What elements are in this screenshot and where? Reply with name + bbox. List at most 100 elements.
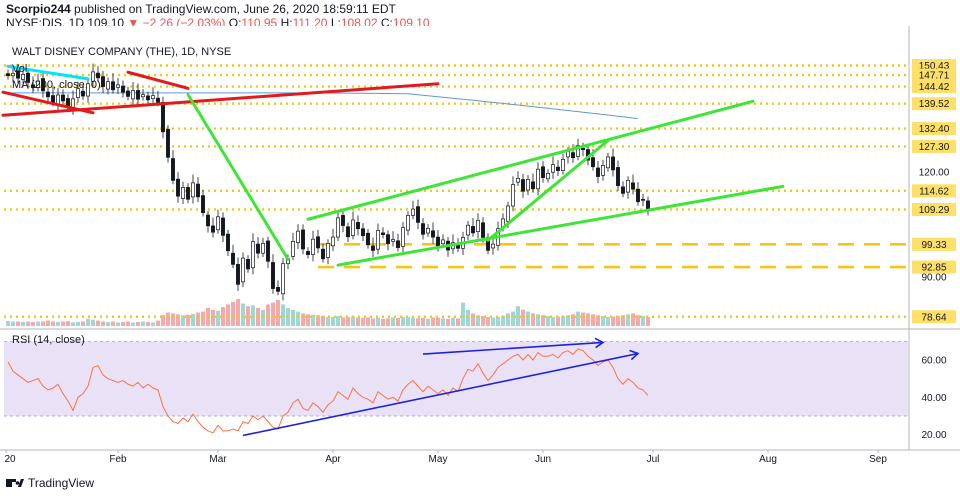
volume-bar [406, 317, 410, 326]
candle-body [381, 232, 385, 235]
time-axis-label: Jul [647, 454, 660, 465]
price-axis-label: 127.30 [919, 142, 950, 153]
candle-body [91, 71, 95, 82]
volume-bar [586, 313, 590, 326]
volume-bar [81, 321, 85, 326]
volume-bar [356, 317, 360, 326]
candle-body [146, 95, 150, 101]
volume-bar [236, 299, 240, 326]
volume-bar [556, 316, 560, 326]
candle-body [101, 76, 105, 87]
green-channel-top [306, 99, 755, 221]
volume-bar [491, 317, 495, 326]
price-axis-label: 147.71 [919, 71, 950, 82]
volume-bar [221, 307, 225, 326]
tradingview-logo[interactable]: TradingView [6, 476, 94, 490]
candle-body [321, 248, 325, 260]
candle-body [366, 232, 370, 246]
volume-bar [646, 317, 650, 326]
candle-body [361, 228, 365, 237]
candle-body [61, 94, 65, 102]
candle-body [166, 128, 170, 158]
tradingview-brand: TradingView [28, 476, 95, 490]
volume-bar [191, 313, 195, 326]
rsi-trend-arrow-short-head [594, 337, 605, 349]
candle-body [131, 90, 135, 100]
candle-body [441, 239, 445, 245]
volume-bar [251, 305, 255, 326]
candle-body [181, 187, 185, 199]
volume-bar [526, 311, 530, 326]
candle-body [336, 217, 340, 238]
candle-body [36, 80, 40, 89]
candle-body [201, 195, 205, 213]
volume-bar [471, 313, 475, 326]
candle-body [261, 243, 265, 254]
author-name[interactable]: Scorpio244 [6, 2, 71, 16]
change-arrow-icon: ▼ [127, 16, 140, 30]
volume-bar [131, 322, 135, 326]
volume-bar [606, 317, 610, 326]
volume-bar [436, 317, 440, 326]
volume-bar [611, 316, 615, 326]
low-label: L: [330, 16, 341, 30]
volume-bar [521, 309, 525, 326]
volume-bar [71, 322, 75, 326]
candle-body [191, 182, 195, 198]
candle-body [31, 84, 35, 88]
candle-body [396, 240, 400, 248]
price-axis-label: 114.62 [919, 186, 949, 197]
candle-body [301, 229, 305, 250]
time-axis[interactable]: 20 Feb Mar Apr May Jun Jul Aug Sep [0, 449, 960, 465]
volume-bar [326, 317, 330, 326]
candle-body [86, 83, 90, 97]
candle-body [186, 187, 190, 200]
price-tag-bg [912, 97, 956, 111]
time-axis-label: Jun [535, 454, 551, 465]
volume-bar [296, 311, 300, 326]
candle-body [616, 167, 620, 186]
volume-bar [516, 306, 520, 326]
candle-body [176, 178, 180, 197]
candle-body [126, 90, 130, 97]
price-axis-label: 144.42 [919, 82, 950, 93]
price-tag-bg [912, 184, 956, 198]
candle-body [456, 244, 460, 249]
rsi-pane[interactable]: 60.00 40.00 20.00 [4, 337, 947, 441]
volume-bar [446, 318, 450, 326]
candle-body [641, 198, 645, 201]
volume-bar [211, 309, 215, 326]
volume-bar [396, 317, 400, 326]
candle-body [306, 251, 310, 255]
volume-bar [546, 316, 550, 326]
volume-bar [76, 321, 80, 326]
volume-bar [411, 317, 415, 326]
candle-body [426, 228, 430, 234]
volume-bar [231, 301, 235, 326]
volume-bar [536, 314, 540, 326]
volume-bar [21, 321, 25, 326]
candle-body [531, 181, 535, 190]
volume-bar [496, 317, 500, 326]
volume-bar [276, 299, 280, 326]
legend-ma: MA (200, close, 0) [12, 79, 101, 91]
candle-body [266, 240, 270, 262]
volume-bar [41, 321, 45, 326]
chart-header: Scorpio244 published on TradingView.com,… [0, 0, 960, 30]
footer: TradingView [0, 470, 960, 498]
candle-body [571, 152, 575, 158]
volume-bar [351, 316, 355, 326]
price-tag-bg [912, 237, 956, 251]
publish-date: published on TradingView.com, June 26, 2… [74, 2, 396, 16]
candle-body [521, 179, 525, 192]
candle-body [296, 230, 300, 243]
candle-body [466, 224, 470, 236]
volume-bar [241, 303, 245, 326]
candle-body [6, 73, 10, 77]
rsi-trend-arrow-long-head [629, 349, 640, 361]
candle-body [11, 72, 15, 77]
price-axis-label: 92.85 [921, 263, 946, 274]
volume-bar [511, 311, 515, 326]
